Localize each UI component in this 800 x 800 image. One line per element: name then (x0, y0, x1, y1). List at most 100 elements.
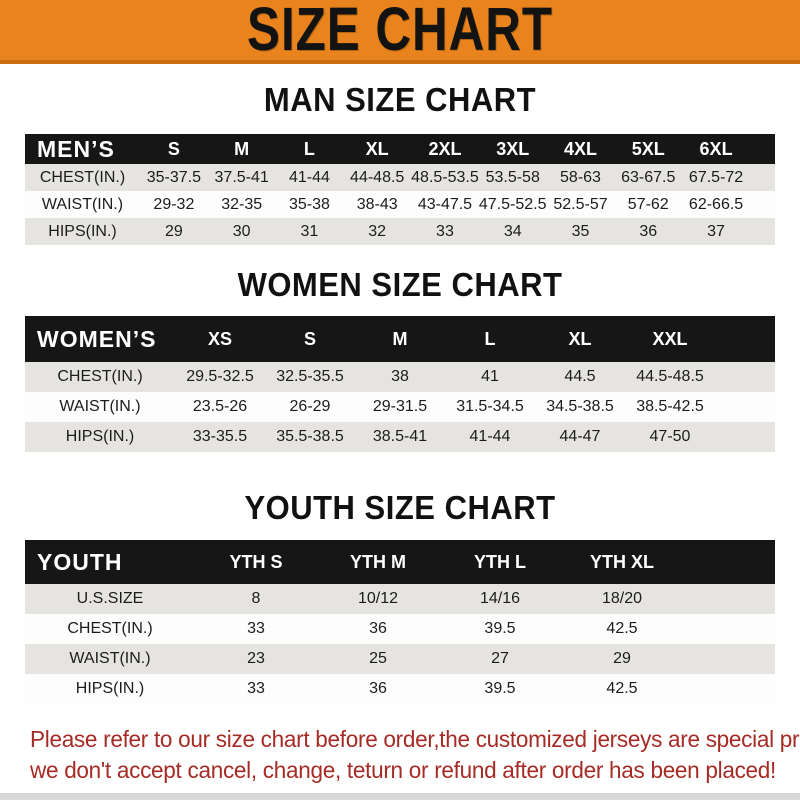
size-value-cell: 29 (613, 650, 631, 667)
size-value-cell: 32-35 (221, 195, 263, 213)
filler-cell (683, 584, 775, 614)
men-chart-heading: MAN SIZE CHART (263, 80, 537, 119)
size-value-cell: 37 (707, 222, 725, 240)
row-label: WAIST(IN.) (41, 195, 124, 213)
size-value-cell: 52.5-57 (553, 195, 608, 213)
banner-title: SIZE CHART (247, 0, 553, 65)
size-value-cell: 37.5-41 (214, 168, 269, 186)
row-label: WAIST(IN.) (59, 398, 141, 415)
size-value-cell: 44.5-48.5 (636, 368, 704, 385)
size-column-header: 5XL (631, 138, 665, 159)
size-value-cell: 41-44 (288, 168, 330, 186)
size-value-cell: 33 (247, 620, 265, 637)
women-size-table: WOMEN’S XS S M L XL XXL CHEST(IN.) 29.5-32.5 32.5… (25, 316, 775, 452)
size-value-cell: 18/20 (601, 590, 643, 607)
measurement-row: HIPS(IN.) 33-35.5 35.5-38.5 38.5-41 41-44 44-… (25, 422, 775, 452)
size-value-cell: 43-47.5 (417, 195, 473, 213)
size-value-cell: 35.5-38.5 (276, 428, 344, 445)
filler-cell (715, 362, 775, 392)
table-title-cell: MEN’S (37, 135, 115, 162)
filler-cell (683, 674, 775, 704)
filler-cell (715, 392, 775, 422)
size-value-cell: 38.5-42.5 (636, 398, 704, 415)
row-label: CHEST(IN.) (39, 168, 126, 186)
size-chart-banner: SIZE CHART (0, 0, 800, 64)
size-column-header: YTH M (350, 551, 406, 572)
size-value-cell: 44-47 (559, 428, 601, 445)
women-size-chart-section: WOMEN SIZE CHART WOMEN’S XS S M L XL XXL CHEST(… (0, 266, 800, 452)
size-value-cell: 58-63 (560, 168, 601, 186)
table-title-cell: YOUTH (37, 548, 123, 575)
size-value-cell: 44.5 (564, 368, 596, 385)
size-value-cell: 53.5-58 (485, 168, 540, 186)
size-value-cell: 27 (491, 650, 509, 667)
row-label: HIPS(IN.) (65, 428, 135, 445)
size-value-cell: 31 (300, 222, 319, 240)
size-column-header: YTH XL (589, 551, 654, 572)
size-column-header: 4XL (563, 138, 597, 159)
size-value-cell: 14/16 (479, 590, 521, 607)
size-value-cell: 10/12 (357, 590, 399, 607)
table-header-row: YOUTH YTH S YTH M YTH L YTH XL (25, 540, 775, 584)
measurement-row: HIPS(IN.) 29 30 31 32 33 34 35 36 37 (25, 218, 775, 245)
bottom-edge-bar (0, 793, 800, 800)
size-value-cell: 47-50 (649, 428, 691, 445)
measurement-row: WAIST(IN.) 29-32 32-35 35-38 38-43 43-47.5 47.… (25, 191, 775, 218)
disclaimer-line-2: we don't accept cancel, change, teturn o… (30, 757, 777, 783)
size-value-cell: 44-48.5 (350, 168, 405, 186)
size-value-cell: 8 (251, 590, 261, 607)
row-label: CHEST(IN.) (57, 368, 143, 385)
size-value-cell: 41 (481, 368, 499, 385)
measurement-row: CHEST(IN.) 29.5-32.5 32.5-35.5 38 41 44.5 44.5… (25, 362, 775, 392)
size-value-cell: 42.5 (606, 620, 638, 637)
size-value-cell: 35-37.5 (146, 168, 202, 186)
size-column-header: 3XL (496, 138, 530, 159)
size-value-cell: 38 (391, 368, 409, 385)
size-value-cell: 67.5-72 (688, 168, 744, 186)
row-label: U.S.SIZE (76, 590, 144, 607)
size-value-cell: 29-32 (153, 195, 195, 213)
size-column-header: YTH L (474, 551, 526, 572)
measurement-row: HIPS(IN.) 33 36 39.5 42.5 (25, 674, 775, 704)
row-label: HIPS(IN.) (75, 680, 145, 697)
size-column-header: XL (568, 328, 592, 349)
size-value-cell: 34.5-38.5 (546, 398, 614, 415)
size-column-header: S (167, 138, 180, 159)
measurement-row: CHEST(IN.) 35-37.5 37.5-41 41-44 44-48.5 48.5… (25, 164, 775, 191)
youth-size-table: YOUTH YTH S YTH M YTH L YTH XL U.S.SIZE 8 10/12… (25, 540, 775, 704)
order-disclaimer: Please refer to our size chart before or… (0, 724, 800, 786)
size-value-cell: 42.5 (606, 680, 638, 697)
youth-size-chart-section: YOUTH SIZE CHART YOUTH YTH S YTH M YTH L YTH… (0, 489, 800, 704)
size-value-cell: 25 (369, 650, 387, 667)
size-value-cell: 38.5-41 (372, 428, 428, 445)
size-column-header: L (303, 138, 315, 159)
size-value-cell: 57-62 (627, 195, 669, 213)
size-column-header: L (484, 328, 496, 349)
size-column-header: 6XL (699, 138, 733, 159)
size-value-cell: 31.5-34.5 (456, 398, 524, 415)
filler-cell (715, 422, 775, 452)
size-value-cell: 32.5-35.5 (276, 368, 344, 385)
row-label: HIPS(IN.) (48, 222, 117, 240)
size-column-header: M (392, 328, 408, 349)
disclaimer-line-1: Please refer to our size chart before or… (30, 726, 800, 752)
filler-cell (683, 644, 775, 674)
size-value-cell: 33 (247, 680, 265, 697)
table-header-row: WOMEN’S XS S M L XL XXL (25, 316, 775, 362)
size-value-cell: 29-31.5 (372, 398, 428, 415)
size-value-cell: 47.5-52.5 (478, 195, 547, 213)
row-label: WAIST(IN.) (69, 650, 151, 667)
size-value-cell: 63-67.5 (621, 168, 676, 186)
measurement-row: U.S.SIZE 8 10/12 14/16 18/20 (25, 584, 775, 614)
size-value-cell: 32 (368, 222, 387, 240)
men-size-chart-section: MAN SIZE CHART MEN’S S M L XL 2XL 3XL 4XL 5XL 6XL… (0, 80, 800, 245)
filler-cell (750, 218, 775, 245)
size-value-cell: 29 (164, 222, 183, 240)
size-column-header: M (234, 138, 250, 159)
table-header-row: MEN’S S M L XL 2XL 3XL 4XL 5XL 6XL (25, 134, 775, 164)
size-value-cell: 36 (639, 222, 658, 240)
size-value-cell: 35 (571, 222, 590, 240)
size-value-cell: 39.5 (484, 680, 516, 697)
size-value-cell: 36 (369, 680, 387, 697)
size-value-cell: 35-38 (288, 195, 330, 213)
